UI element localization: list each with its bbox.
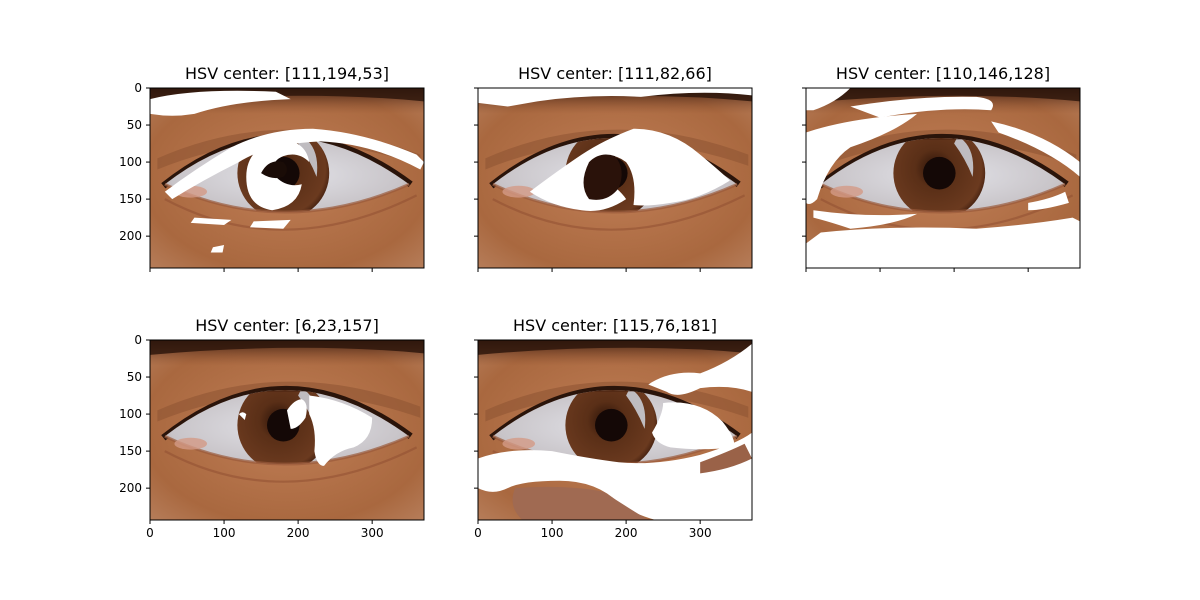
y-tick-label: 50 [127, 118, 142, 132]
x-tick-label: 300 [361, 526, 384, 540]
subplot-3: HSV center: [110,146,128] [802, 64, 1080, 272]
y-tick-label: 100 [119, 155, 142, 169]
x-tick-label: 100 [213, 526, 236, 540]
panel-title: HSV center: [110,146,128] [836, 64, 1050, 83]
x-tick-label: 200 [287, 526, 310, 540]
axes-frame [149, 87, 425, 269]
panel-title: HSV center: [115,76,181] [513, 316, 717, 335]
axes-frame [149, 339, 425, 521]
y-tick-label: 200 [119, 229, 142, 243]
axes-frame [477, 339, 753, 521]
subplot-1: HSV center: [111,194,53] 0 50 100 150 200 [119, 64, 424, 272]
y-tick-label: 0 [134, 333, 142, 347]
y-tick-label: 50 [127, 370, 142, 384]
eye-photo [150, 340, 424, 520]
subplot-5: HSV center: [115,76,181] 0 100 200 300 [474, 316, 752, 540]
x-tick-label: 100 [541, 526, 564, 540]
panel-title: HSV center: [111,194,53] [185, 64, 389, 83]
x-tick-label: 300 [689, 526, 712, 540]
panel-title: HSV center: [6,23,157] [195, 316, 379, 335]
y-tick-label: 150 [119, 444, 142, 458]
x-tick-label: 0 [474, 526, 482, 540]
y-tick-label: 0 [134, 81, 142, 95]
subplot-4: HSV center: [6,23,157] 0 50 100 150 200 0 100 20… [119, 316, 424, 540]
y-tick-label: 100 [119, 407, 142, 421]
masked-eye-image [478, 88, 752, 268]
x-tick-label: 200 [615, 526, 638, 540]
y-tick-label: 150 [119, 192, 142, 206]
panel-title: HSV center: [111,82,66] [518, 64, 712, 83]
axes-frame [805, 87, 1081, 269]
subplot-2: HSV center: [111,82,66] [474, 64, 752, 272]
y-tick-label: 200 [119, 481, 142, 495]
axes-frame [477, 87, 753, 269]
masked-eye-image [150, 88, 424, 268]
masked-eye-image [150, 340, 424, 520]
masked-eye-image [478, 340, 752, 520]
x-tick-label: 0 [146, 526, 154, 540]
masked-eye-image [806, 88, 1080, 268]
